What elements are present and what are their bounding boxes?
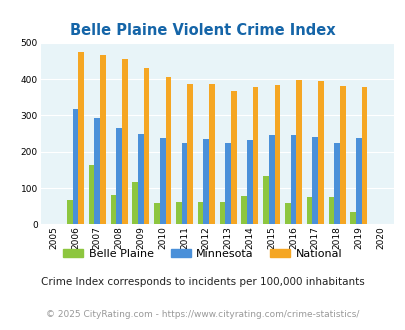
Bar xyxy=(296,80,301,224)
Bar xyxy=(154,203,160,224)
Bar xyxy=(328,197,333,224)
Bar xyxy=(290,135,296,224)
Legend: Belle Plaine, Minnesota, National: Belle Plaine, Minnesota, National xyxy=(59,245,346,264)
Bar xyxy=(197,202,203,224)
Bar xyxy=(160,138,165,224)
Bar xyxy=(203,140,209,224)
Bar xyxy=(306,197,312,224)
Bar xyxy=(209,84,214,224)
Text: Crime Index corresponds to incidents per 100,000 inhabitants: Crime Index corresponds to incidents per… xyxy=(41,278,364,287)
Bar xyxy=(312,137,318,224)
Bar xyxy=(241,196,247,224)
Text: © 2025 CityRating.com - https://www.cityrating.com/crime-statistics/: © 2025 CityRating.com - https://www.city… xyxy=(46,310,359,319)
Bar xyxy=(100,55,106,224)
Bar xyxy=(122,59,127,224)
Bar xyxy=(67,200,72,224)
Bar xyxy=(176,202,181,224)
Bar xyxy=(187,84,192,224)
Bar xyxy=(110,195,116,224)
Bar xyxy=(350,212,355,224)
Bar xyxy=(230,91,236,224)
Bar xyxy=(78,52,84,224)
Bar xyxy=(138,134,143,224)
Bar xyxy=(72,109,78,224)
Bar xyxy=(284,203,290,224)
Bar xyxy=(355,138,361,224)
Bar xyxy=(132,182,138,224)
Bar xyxy=(89,165,94,224)
Bar xyxy=(143,68,149,224)
Bar xyxy=(94,118,100,224)
Bar xyxy=(274,85,279,224)
Bar xyxy=(116,128,121,224)
Bar xyxy=(339,86,345,224)
Text: Belle Plaine Violent Crime Index: Belle Plaine Violent Crime Index xyxy=(70,23,335,38)
Bar xyxy=(181,143,187,224)
Bar xyxy=(318,82,323,224)
Bar xyxy=(268,135,274,224)
Bar xyxy=(247,140,252,224)
Bar xyxy=(262,177,268,224)
Bar xyxy=(225,143,230,224)
Bar xyxy=(333,144,339,224)
Bar xyxy=(165,77,171,224)
Bar xyxy=(252,87,258,224)
Bar xyxy=(219,202,225,224)
Bar xyxy=(361,87,367,224)
